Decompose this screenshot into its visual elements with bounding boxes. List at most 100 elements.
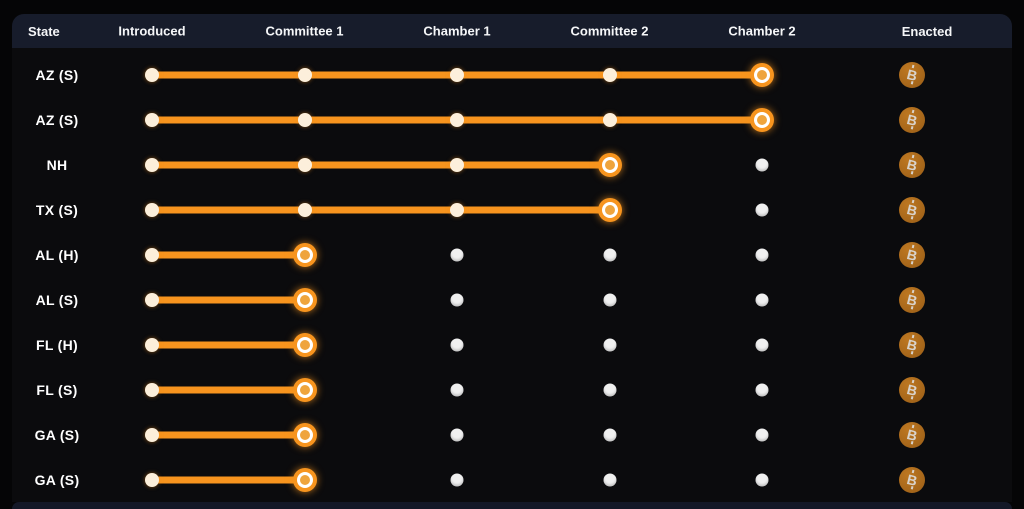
- stage-dot-current: [292, 377, 317, 402]
- current-dot-core: [604, 159, 615, 170]
- timeline-track: [145, 412, 769, 457]
- stage-dot-pending: [450, 383, 464, 396]
- stage-dot-passed: [145, 247, 159, 262]
- stage-dot-passed: [145, 292, 159, 307]
- enacted-cell: B: [842, 331, 1012, 358]
- current-dot-core: [299, 474, 310, 485]
- row-state-label: FL (S): [36, 381, 78, 398]
- column-header-stage: Introduced: [118, 23, 186, 39]
- current-dot-ring: [296, 471, 313, 488]
- stage-dot-pending: [755, 473, 769, 486]
- current-dot-ring: [296, 426, 313, 443]
- timeline-track: [145, 277, 769, 322]
- stage-dot-passed: [145, 337, 159, 352]
- bill-tracker-card: State Introduced Committee 1 Chamber 1 Comm…: [12, 14, 1012, 502]
- stage-dot-current: [750, 62, 774, 87]
- progress-line: [152, 476, 305, 483]
- stage-dot-current: [292, 467, 317, 492]
- stage-dot-pending: [603, 338, 616, 351]
- timeline-track: [145, 457, 769, 502]
- table-row: FL (H) B: [12, 322, 1012, 367]
- bitcoin-icon: B: [899, 196, 925, 223]
- timeline-track: [145, 232, 769, 277]
- enacted-cell: B: [842, 286, 1012, 313]
- table-header: State Introduced Committee 1 Chamber 1 Comm…: [12, 14, 1012, 48]
- timeline-cell: [102, 142, 842, 187]
- stage-dot-pending: [450, 428, 464, 441]
- enacted-cell: B: [842, 421, 1012, 448]
- bitcoin-icon: B: [899, 286, 925, 313]
- stage-dot-current: [292, 422, 317, 447]
- current-dot-core: [604, 204, 615, 215]
- current-dot-ring: [754, 111, 770, 128]
- current-dot-ring: [296, 291, 313, 308]
- column-header-stage: Committee 2: [570, 23, 649, 39]
- stage-dot-passed: [145, 67, 159, 82]
- stage-dot-pending: [450, 338, 464, 351]
- row-state-label: TX (S): [35, 201, 79, 218]
- timeline-cell: [102, 457, 842, 502]
- current-dot-core: [299, 294, 310, 305]
- stage-dot-passed: [145, 472, 159, 487]
- timeline-track: [145, 322, 769, 367]
- stage-dot-passed: [450, 157, 464, 172]
- stage-dot-pending: [755, 383, 769, 396]
- stage-dot-passed: [297, 157, 312, 172]
- stage-dot-pending: [603, 428, 616, 441]
- rows: AZ (S) B AZ (S) B NH B: [12, 48, 1012, 502]
- current-dot-core: [299, 429, 310, 440]
- stage-dot-passed: [145, 427, 159, 442]
- table-row: FL (S) B: [12, 367, 1012, 412]
- table-row: AL (H) B: [12, 232, 1012, 277]
- current-dot-ring: [754, 66, 770, 83]
- column-header-stage: Chamber 1: [423, 23, 491, 39]
- stage-dot-pending: [755, 203, 769, 216]
- bitcoin-icon: B: [899, 331, 925, 358]
- timeline-cell: [102, 52, 842, 97]
- stage-dot-pending: [603, 248, 616, 261]
- row-state-label: AZ (S): [35, 111, 79, 128]
- timeline-cell: [102, 232, 842, 277]
- current-dot-core: [299, 384, 310, 395]
- stage-dot-passed: [450, 202, 464, 217]
- bitcoin-icon: B: [899, 376, 925, 403]
- stage-dot-passed: [145, 382, 159, 397]
- bitcoin-glyph: B: [905, 425, 919, 444]
- bitcoin-icon: B: [899, 421, 925, 448]
- stage-dot-passed: [145, 157, 159, 172]
- table-row: GA (S) B: [12, 412, 1012, 457]
- table-row: NH B: [12, 142, 1012, 187]
- stage-dot-pending: [755, 428, 769, 441]
- stage-dot-current: [750, 107, 774, 132]
- progress-line: [152, 296, 305, 303]
- stage-dot-pending: [603, 293, 616, 306]
- progress-line: [152, 386, 305, 393]
- stage-dot-pending: [450, 248, 464, 261]
- stage-dot-pending: [450, 473, 464, 486]
- current-dot-ring: [296, 246, 313, 263]
- bitcoin-icon: B: [899, 466, 925, 493]
- timeline-cell: [102, 412, 842, 457]
- current-dot-core: [299, 339, 310, 350]
- row-state-label: NH: [46, 156, 68, 173]
- bitcoin-glyph: B: [905, 335, 919, 354]
- current-dot-core: [757, 114, 767, 125]
- stage-dot-passed: [145, 112, 159, 127]
- enacted-cell: B: [842, 466, 1012, 493]
- stage-dot-passed: [297, 67, 312, 82]
- current-dot-ring: [296, 336, 313, 353]
- row-state-label: GA (S): [34, 471, 80, 488]
- column-header-stage: Committee 1: [265, 23, 344, 39]
- timeline-track: [145, 52, 774, 97]
- stage-dot-pending: [603, 473, 616, 486]
- bitcoin-glyph: B: [905, 110, 919, 129]
- enacted-cell: B: [842, 376, 1012, 403]
- enacted-cell: B: [842, 61, 1012, 88]
- timeline-cell: [102, 97, 842, 142]
- bitcoin-glyph: B: [905, 290, 919, 309]
- table-row: AZ (S) B: [12, 52, 1012, 97]
- stage-dot-current: [292, 242, 317, 267]
- bitcoin-icon: B: [899, 61, 925, 88]
- bitcoin-glyph: B: [905, 155, 919, 174]
- timeline-track: [145, 367, 769, 412]
